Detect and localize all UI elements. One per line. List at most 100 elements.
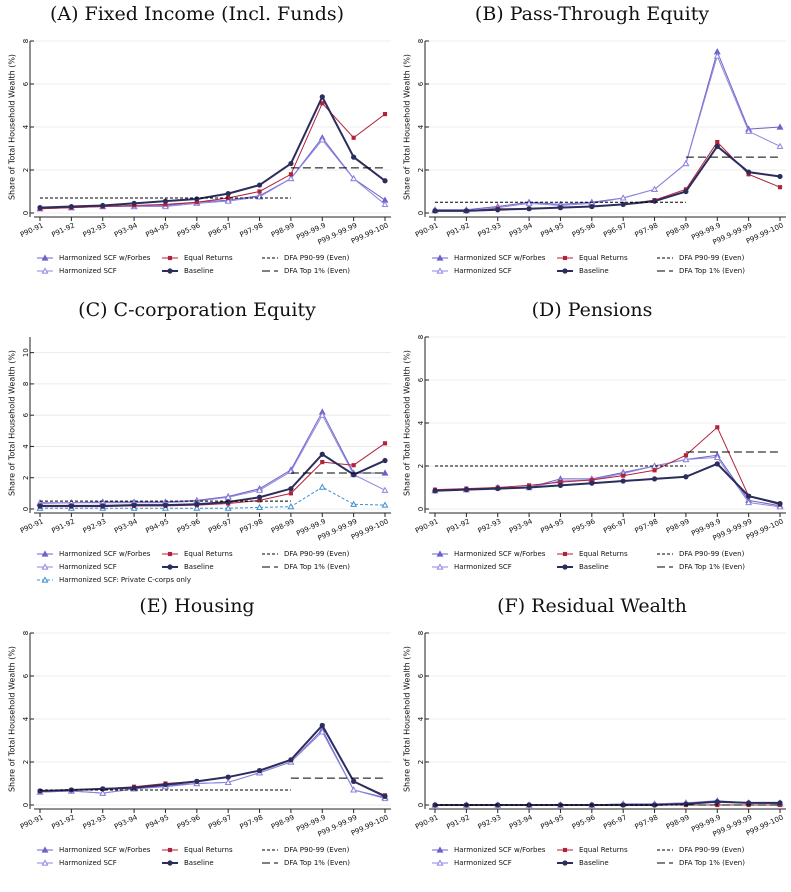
legend-label: DFA P90-99 (Even) <box>679 254 745 262</box>
legend-label: Equal Returns <box>184 846 233 854</box>
legend-label: Baseline <box>579 267 609 275</box>
marker <box>777 800 783 806</box>
x-tick-label: P94-95 <box>145 813 171 831</box>
series-line <box>434 462 781 505</box>
marker <box>194 501 200 507</box>
y-tick-label: 8 <box>417 39 425 43</box>
series-line <box>39 728 386 798</box>
marker <box>225 191 231 197</box>
marker <box>256 768 263 774</box>
marker <box>562 860 568 866</box>
marker <box>525 199 533 206</box>
series-line <box>435 54 781 212</box>
marker <box>683 188 689 195</box>
x-tick-label: P94-95 <box>540 221 566 239</box>
marker <box>683 453 688 458</box>
marker <box>651 802 658 808</box>
x-tick-label: P95-96 <box>571 517 597 535</box>
legend-label: Harmonized SCF <box>454 563 512 571</box>
marker <box>288 160 294 167</box>
marker <box>318 411 326 418</box>
marker <box>651 198 658 204</box>
marker <box>351 135 356 140</box>
x-tick-label: P98-99 <box>270 517 296 535</box>
legend-label: DFA Top 1% (Even) <box>679 563 745 571</box>
y-tick-label: 2 <box>22 168 30 172</box>
marker <box>350 174 358 182</box>
marker <box>463 487 469 493</box>
y-tick-label: 0 <box>417 803 425 807</box>
marker <box>562 847 568 853</box>
legend-label: Harmonized SCF w/Forbes <box>454 254 546 262</box>
legend-label: Equal Returns <box>579 254 628 262</box>
chart-title: (A) Fixed Income (Incl. Funds) <box>50 3 344 25</box>
marker <box>381 501 389 508</box>
y-tick-label: 4 <box>417 716 425 721</box>
marker <box>318 136 326 143</box>
y-axis-label: Share of Total Household Wealth (%) <box>8 54 17 200</box>
marker <box>162 198 169 204</box>
marker <box>714 799 720 805</box>
legend-label: DFA Top 1% (Even) <box>679 267 745 275</box>
marker <box>746 169 752 175</box>
marker <box>682 159 690 167</box>
x-tick-label: P96-97 <box>602 813 628 831</box>
legend-label: DFA P90-99 (Even) <box>284 254 350 262</box>
x-tick-label: P93-94 <box>113 813 139 831</box>
marker <box>41 267 49 274</box>
marker <box>776 123 784 130</box>
series-line <box>40 442 386 508</box>
x-tick-label: P98-99 <box>665 517 691 535</box>
marker <box>589 477 594 483</box>
marker <box>382 457 388 464</box>
marker <box>37 503 43 509</box>
marker <box>381 486 389 493</box>
marker <box>256 182 263 188</box>
marker <box>287 503 295 510</box>
series-line <box>40 486 386 509</box>
marker <box>318 483 326 490</box>
marker <box>100 786 106 792</box>
marker <box>436 563 444 570</box>
marker <box>130 504 138 511</box>
chart-title: (E) Housing <box>139 595 254 617</box>
marker <box>194 200 199 205</box>
x-tick-label: P97-98 <box>634 221 660 239</box>
marker <box>562 564 568 570</box>
legend-label: DFA P90-99 (Even) <box>679 846 745 854</box>
x-tick-label: P93-94 <box>508 221 534 239</box>
legend-label: Harmonized SCF <box>59 859 117 867</box>
y-tick-label: 0 <box>417 211 425 215</box>
marker <box>620 201 626 207</box>
x-tick-label: P96-97 <box>207 517 233 535</box>
marker <box>436 846 444 853</box>
marker <box>436 267 444 274</box>
marker <box>776 142 784 149</box>
marker <box>257 189 262 194</box>
marker <box>495 485 501 492</box>
marker <box>257 498 262 503</box>
y-tick-label: 8 <box>22 39 30 43</box>
marker <box>381 200 389 207</box>
x-tick-label: P91-92 <box>445 517 471 535</box>
y-tick-label: 2 <box>417 464 425 468</box>
marker <box>351 154 357 160</box>
y-tick-label: 6 <box>417 81 425 86</box>
y-tick-label: 4 <box>22 444 30 449</box>
marker <box>651 185 658 192</box>
marker <box>526 206 532 212</box>
legend-label: Harmonized SCF w/Forbes <box>454 550 546 558</box>
marker <box>436 254 444 261</box>
x-tick-label: P92-93 <box>477 813 503 831</box>
marker <box>777 501 783 507</box>
marker <box>777 173 783 180</box>
y-tick-label: 8 <box>417 631 425 635</box>
marker <box>167 564 173 570</box>
legend-label: DFA Top 1% (Even) <box>284 859 350 867</box>
x-tick-label: P91-92 <box>50 221 76 239</box>
x-tick-label: P91-92 <box>445 221 471 239</box>
marker <box>620 802 626 808</box>
x-tick-label: P94-95 <box>540 813 566 831</box>
legend-label: Baseline <box>579 859 609 867</box>
marker <box>68 203 74 210</box>
